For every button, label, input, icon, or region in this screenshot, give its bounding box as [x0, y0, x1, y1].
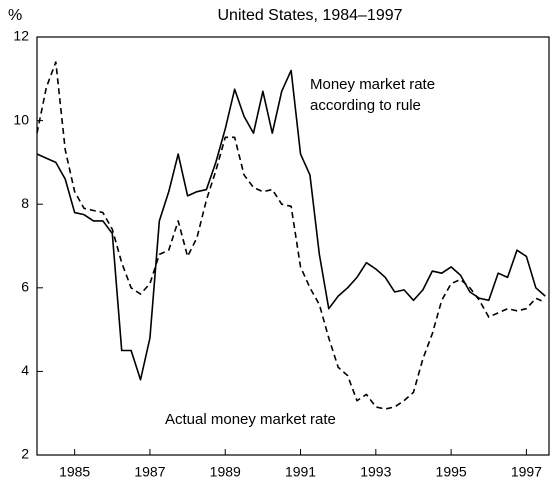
y-tick-label: 12 — [13, 28, 29, 44]
x-tick-label: 1997 — [511, 464, 542, 480]
x-tick-label: 1985 — [59, 464, 90, 480]
line-series — [36, 61, 546, 410]
y-tick-label: 4 — [21, 362, 29, 378]
annotation: Actual money market rate — [165, 411, 336, 428]
y-tick-label: 2 — [21, 446, 29, 462]
x-tick-label: 1993 — [360, 464, 391, 480]
x-tick-label: 1995 — [436, 464, 467, 480]
y-tick-label: 6 — [21, 279, 29, 295]
y-tick-label: 10 — [13, 111, 29, 127]
plot-frame — [36, 36, 550, 456]
annotation: Money market rate — [310, 76, 435, 93]
y-axis-label: % — [8, 7, 22, 24]
chart-title: United States, 1984–1997 — [217, 7, 402, 24]
x-tick-label: 1989 — [210, 464, 241, 480]
y-tick-label: 8 — [21, 195, 29, 211]
annotation: according to rule — [310, 97, 421, 114]
x-tick-label: 1987 — [134, 464, 165, 480]
x-tick-label: 1991 — [285, 464, 316, 480]
line-series — [36, 69, 546, 381]
